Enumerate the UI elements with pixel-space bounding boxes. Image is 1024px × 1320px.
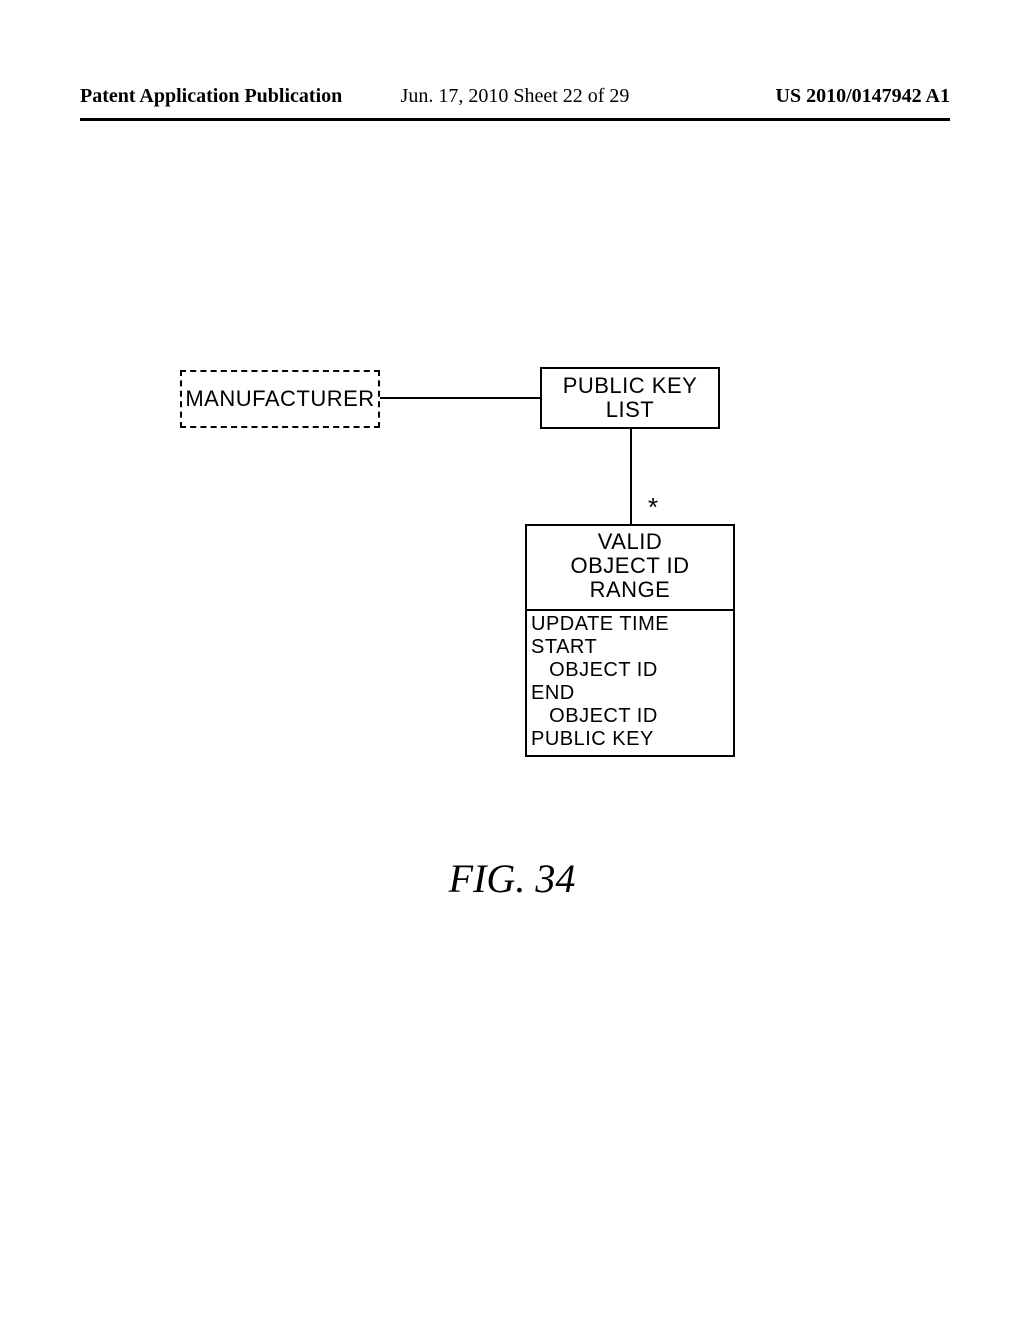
attr-line: PUBLIC KEY: [531, 728, 729, 751]
attr-line: OBJECT ID: [531, 705, 729, 728]
node-range-attributes: UPDATE TIME START OBJECT ID END OBJECT I…: [527, 611, 733, 755]
figure-caption: FIG. 34: [0, 855, 1024, 902]
node-valid-object-id-range: VALID OBJECT ID RANGE UPDATE TIME START …: [525, 524, 735, 757]
uml-diagram: MANUFACTURER PUBLIC KEY LIST VALID OBJEC…: [0, 0, 1024, 1320]
node-range-title: VALID OBJECT ID RANGE: [527, 526, 733, 611]
multiplicity-star: *: [648, 492, 658, 523]
attr-line: START: [531, 636, 729, 659]
node-manufacturer: MANUFACTURER: [180, 370, 380, 428]
edge-pkl-to-range: [630, 429, 632, 524]
node-manufacturer-label: MANUFACTURER: [182, 372, 378, 426]
node-public-key-list-label: PUBLIC KEY LIST: [542, 369, 718, 427]
attr-line: END: [531, 682, 729, 705]
edge-manufacturer-to-pkl: [380, 397, 540, 399]
node-public-key-list: PUBLIC KEY LIST: [540, 367, 720, 429]
attr-line: OBJECT ID: [531, 659, 729, 682]
attr-line: UPDATE TIME: [531, 613, 729, 636]
